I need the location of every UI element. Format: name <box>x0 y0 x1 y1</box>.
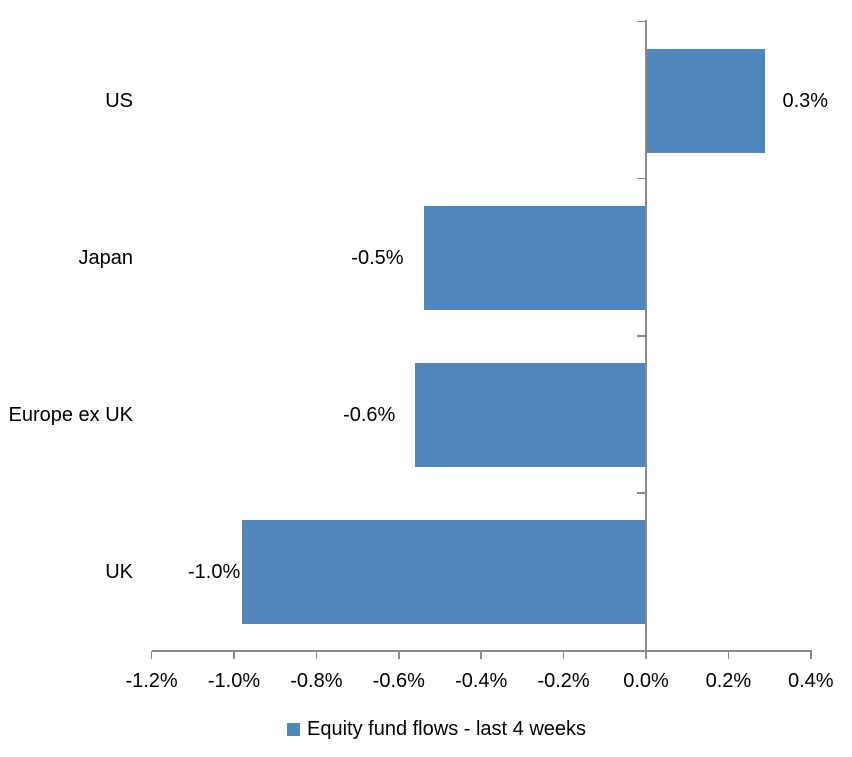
x-axis-tick-label: -0.8% <box>290 670 343 692</box>
x-axis-tick <box>233 651 235 659</box>
legend-series-label: Equity fund flows - last 4 weeks <box>307 718 587 740</box>
x-axis-tick-label: 0.2% <box>705 670 752 692</box>
x-axis-tick-label: -0.6% <box>372 670 425 692</box>
bar-europe-ex-uk <box>415 363 646 468</box>
category-axis-tick <box>637 20 645 23</box>
x-axis-tick <box>810 651 812 659</box>
x-axis-tick <box>645 651 647 659</box>
x-axis-tick-label: -0.2% <box>537 670 590 692</box>
data-label-us: 0.3% <box>782 89 829 112</box>
x-axis-tick-label: -1.0% <box>207 670 261 692</box>
category-axis-tick <box>637 335 645 337</box>
x-axis-tick <box>150 651 153 659</box>
x-axis-tick-label: 0.0% <box>623 670 669 692</box>
x-axis-line <box>151 650 812 652</box>
x-axis-tick-label: -0.4% <box>455 670 508 692</box>
legend: Equity fund flows - last 4 weeks <box>287 718 587 740</box>
x-axis-tick-label: 0.4% <box>788 670 834 692</box>
x-axis-tick-label: -1.2% <box>125 670 178 692</box>
bar-us <box>646 48 766 153</box>
category-axis-tick <box>637 177 645 180</box>
x-axis-tick <box>315 651 318 659</box>
data-label-europe-ex-uk: -0.6% <box>343 404 396 427</box>
category-axis-tick <box>637 492 645 494</box>
bar-japan <box>423 205 646 310</box>
category-label-uk: UK <box>105 561 133 584</box>
category-label-europe-ex-uk: Europe ex UK <box>8 404 133 427</box>
bar-uk <box>242 520 646 625</box>
category-label-us: US <box>105 89 133 112</box>
category-axis-tick <box>637 649 645 652</box>
x-axis-tick <box>480 651 482 659</box>
category-label-japan: Japan <box>78 246 134 269</box>
x-axis-tick <box>562 651 565 659</box>
data-label-uk: -1.0% <box>188 561 241 584</box>
x-axis-tick <box>727 651 730 659</box>
x-axis-tick <box>398 651 400 659</box>
zero-value-axis-line <box>645 20 647 658</box>
legend-marker-square <box>287 723 300 736</box>
data-label-japan: -0.5% <box>351 246 404 269</box>
